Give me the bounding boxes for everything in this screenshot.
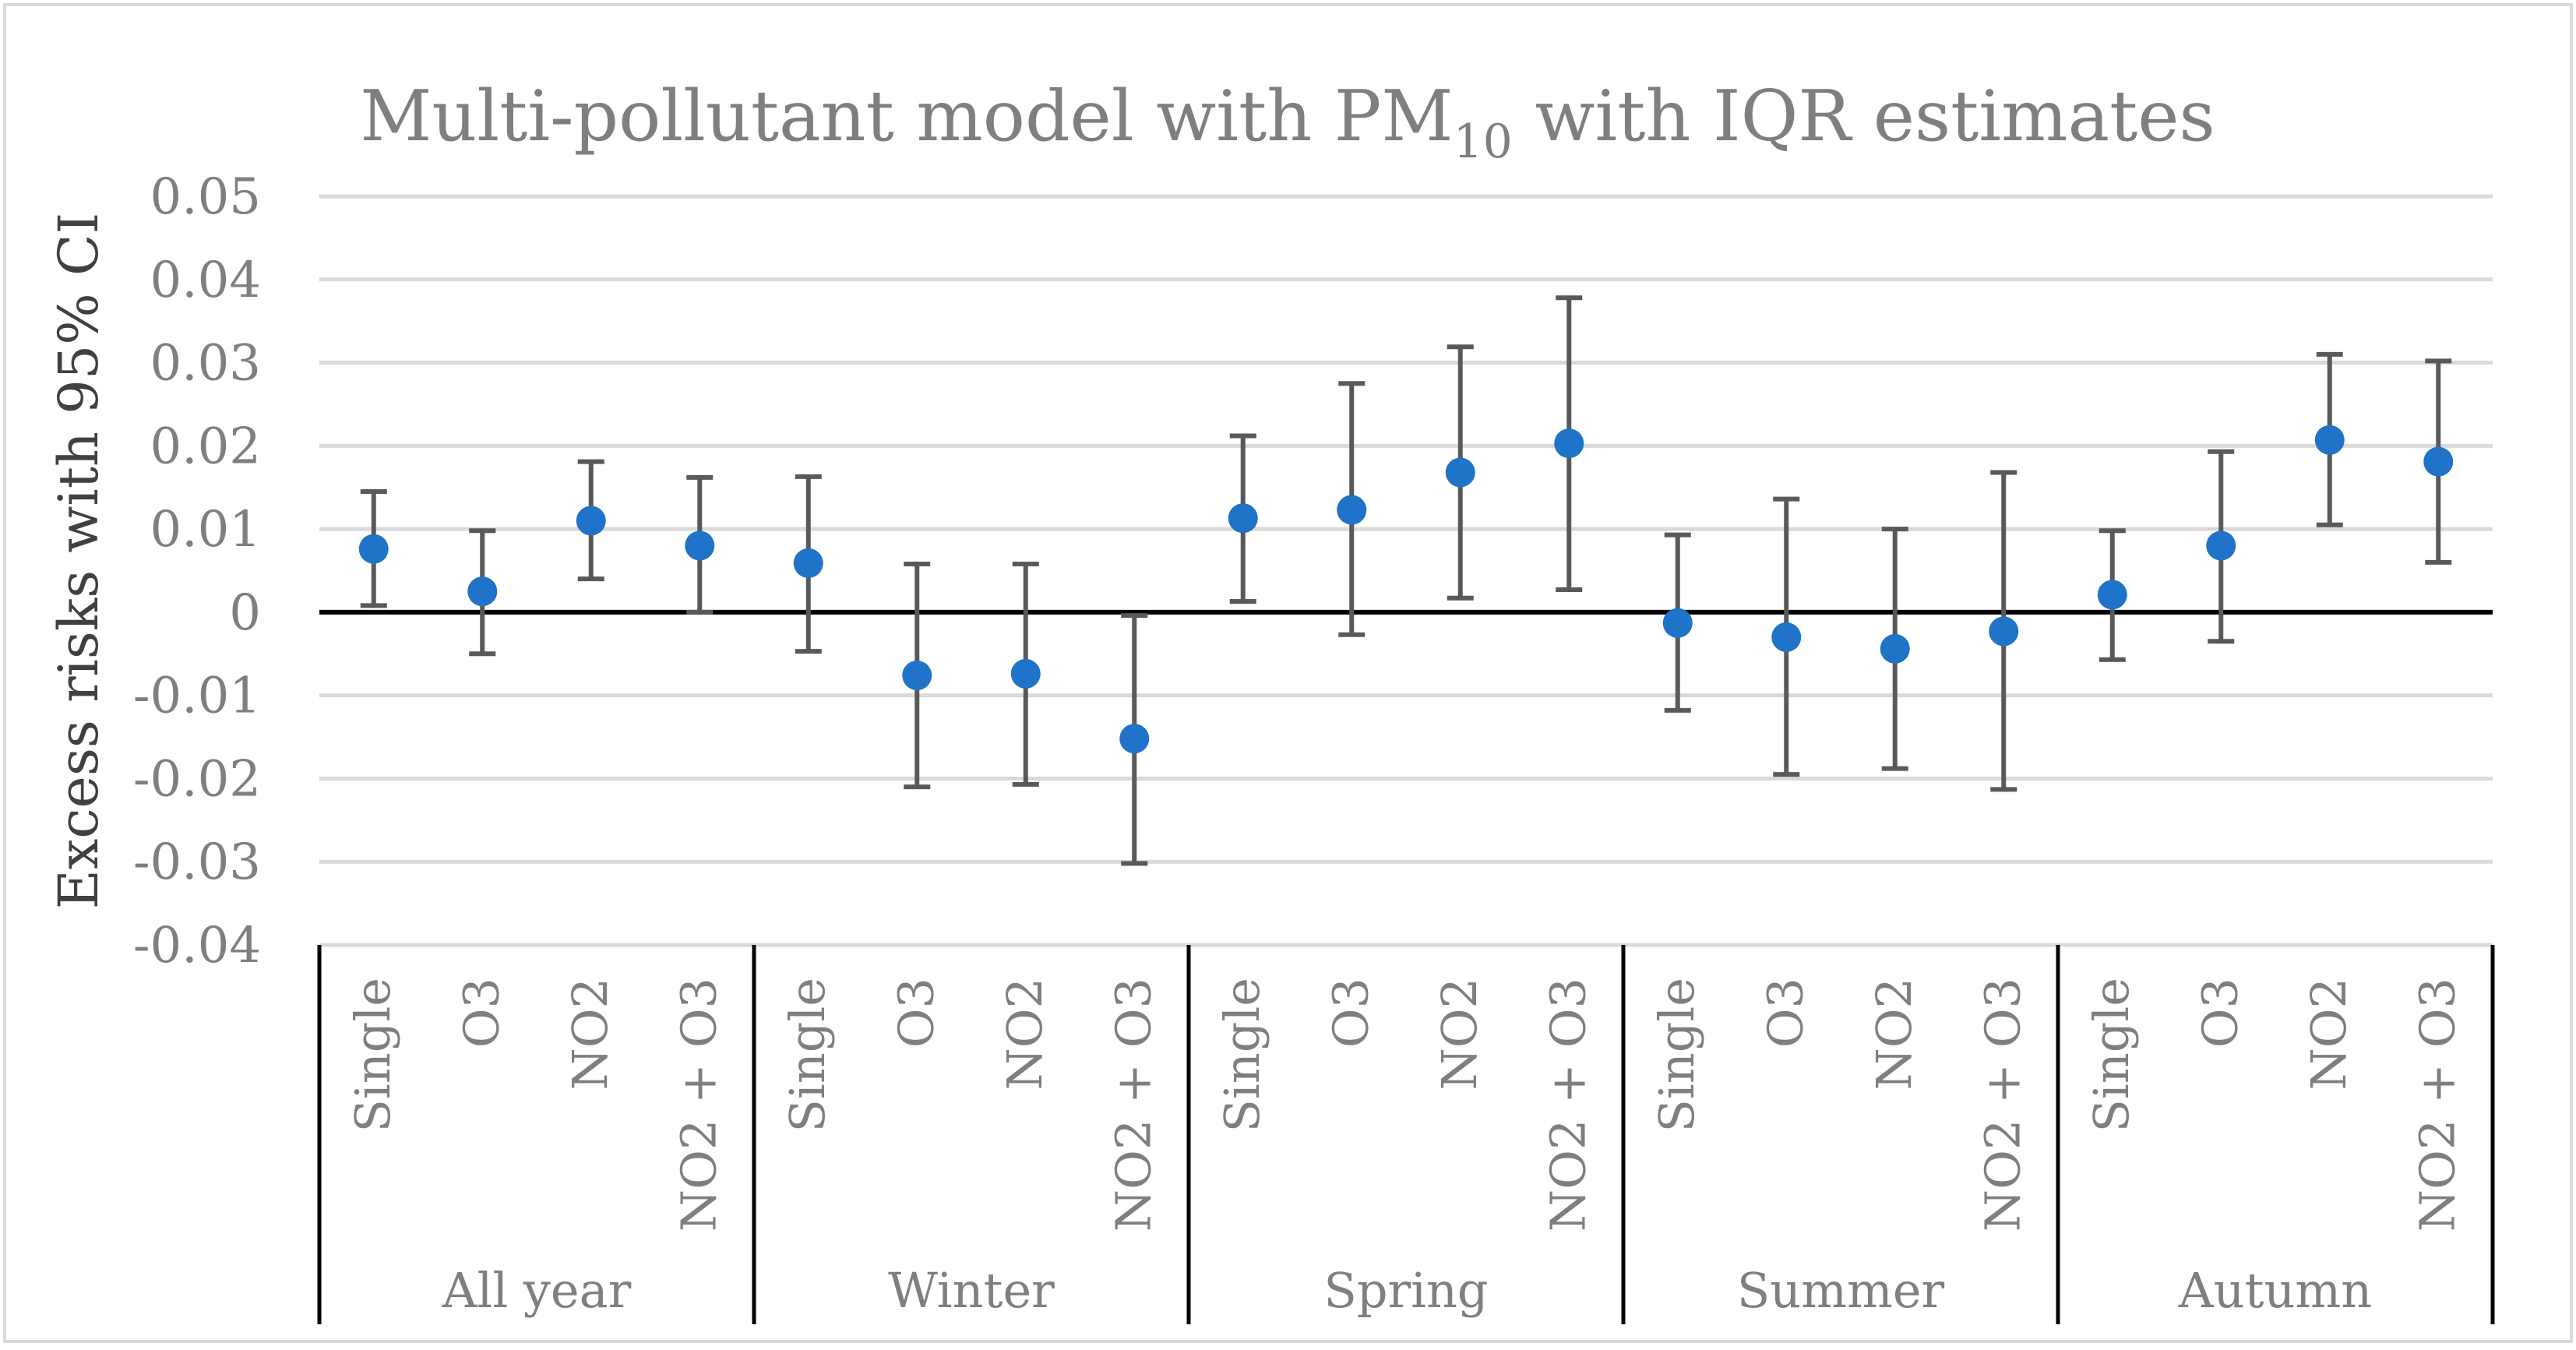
y-tick-label: 0.01 xyxy=(150,501,262,559)
x-tick-label: O3 xyxy=(2191,978,2248,1048)
data-point xyxy=(685,530,715,561)
y-tick-label: 0.04 xyxy=(150,252,262,309)
data-point xyxy=(1010,658,1041,689)
y-tick-label: 0.03 xyxy=(150,335,262,393)
data-point xyxy=(2206,530,2236,561)
chart-title: Multi-pollutant model with PM10 with IQR… xyxy=(360,76,2215,169)
x-tick-label: O3 xyxy=(453,978,509,1048)
chart-title-subscript: 10 xyxy=(1453,115,1512,169)
data-point xyxy=(1445,457,1475,488)
x-tick-label: Single xyxy=(1648,978,1705,1132)
y-tick-label: 0 xyxy=(229,584,261,642)
group-label: Spring xyxy=(1323,1262,1488,1319)
y-axis-ticks: -0.04 -0.03 -0.02 -0.01 0 0.01 0.02 0.03 0.04 0.0… xyxy=(133,168,261,975)
x-tick-label: O3 xyxy=(1322,978,1379,1048)
data-point xyxy=(902,661,932,691)
chart-title-main: Multi-pollutant model with PM xyxy=(360,76,1453,157)
x-tick-label: NO2 + O3 xyxy=(670,978,727,1232)
x-tick-label: NO2 xyxy=(1866,978,1922,1091)
chart-title-tail: with IQR estimates xyxy=(1513,76,2215,157)
x-tick-label: Single xyxy=(1214,978,1270,1132)
x-tick-label: NO2 xyxy=(996,978,1053,1091)
x-tick-label: NO2 + O3 xyxy=(1974,978,2031,1232)
data-point xyxy=(2423,446,2454,477)
y-tick-label: -0.02 xyxy=(133,750,261,808)
y-tick-label: -0.03 xyxy=(133,834,261,891)
x-tick-label: O3 xyxy=(887,978,944,1048)
data-point xyxy=(467,576,498,607)
data-point xyxy=(1337,495,1367,525)
x-tick-label: NO2 xyxy=(562,978,618,1091)
gridlines xyxy=(319,194,2493,947)
chart-border xyxy=(3,3,2573,1343)
x-tick-label: Single xyxy=(779,978,836,1132)
data-point xyxy=(358,534,389,564)
x-tick-label: NO2 + O3 xyxy=(1105,978,1161,1232)
data-point xyxy=(1554,428,1584,459)
data-point xyxy=(793,548,823,578)
x-tick-label: NO2 + O3 xyxy=(1539,978,1596,1232)
group-label: Autumn xyxy=(2178,1262,2372,1319)
data-points xyxy=(358,425,2454,754)
data-point xyxy=(2314,425,2345,455)
x-tick-label: NO2 xyxy=(2300,978,2357,1091)
data-point xyxy=(1119,724,1150,754)
data-point xyxy=(1989,616,2019,647)
x-tick-label: O3 xyxy=(1757,978,1813,1048)
x-axis-categories: All year Single O3 NO2 NO2 + O3 Winter Single O… xyxy=(317,945,2495,1324)
group-label: Winter xyxy=(888,1262,1055,1319)
y-tick-label: 0.05 xyxy=(150,168,262,226)
data-point xyxy=(1228,503,1258,534)
x-tick-label: Single xyxy=(2083,978,2140,1132)
x-tick-label: Single xyxy=(344,978,401,1132)
group-label: Summer xyxy=(1737,1262,1945,1319)
x-tick-label: NO2 + O3 xyxy=(2409,978,2465,1232)
data-point xyxy=(1662,608,1693,638)
y-tick-label: -0.01 xyxy=(133,668,261,725)
group-label: All year xyxy=(442,1262,632,1319)
x-tick-label: NO2 xyxy=(1431,978,1488,1091)
y-tick-label: 0.02 xyxy=(150,418,262,475)
y-tick-label: -0.04 xyxy=(133,917,261,975)
data-point xyxy=(1771,622,1802,652)
y-axis-title: Excess risks with 95% CI xyxy=(47,213,111,909)
data-point xyxy=(1880,633,1910,664)
data-point xyxy=(2097,580,2127,610)
data-point xyxy=(576,506,606,536)
